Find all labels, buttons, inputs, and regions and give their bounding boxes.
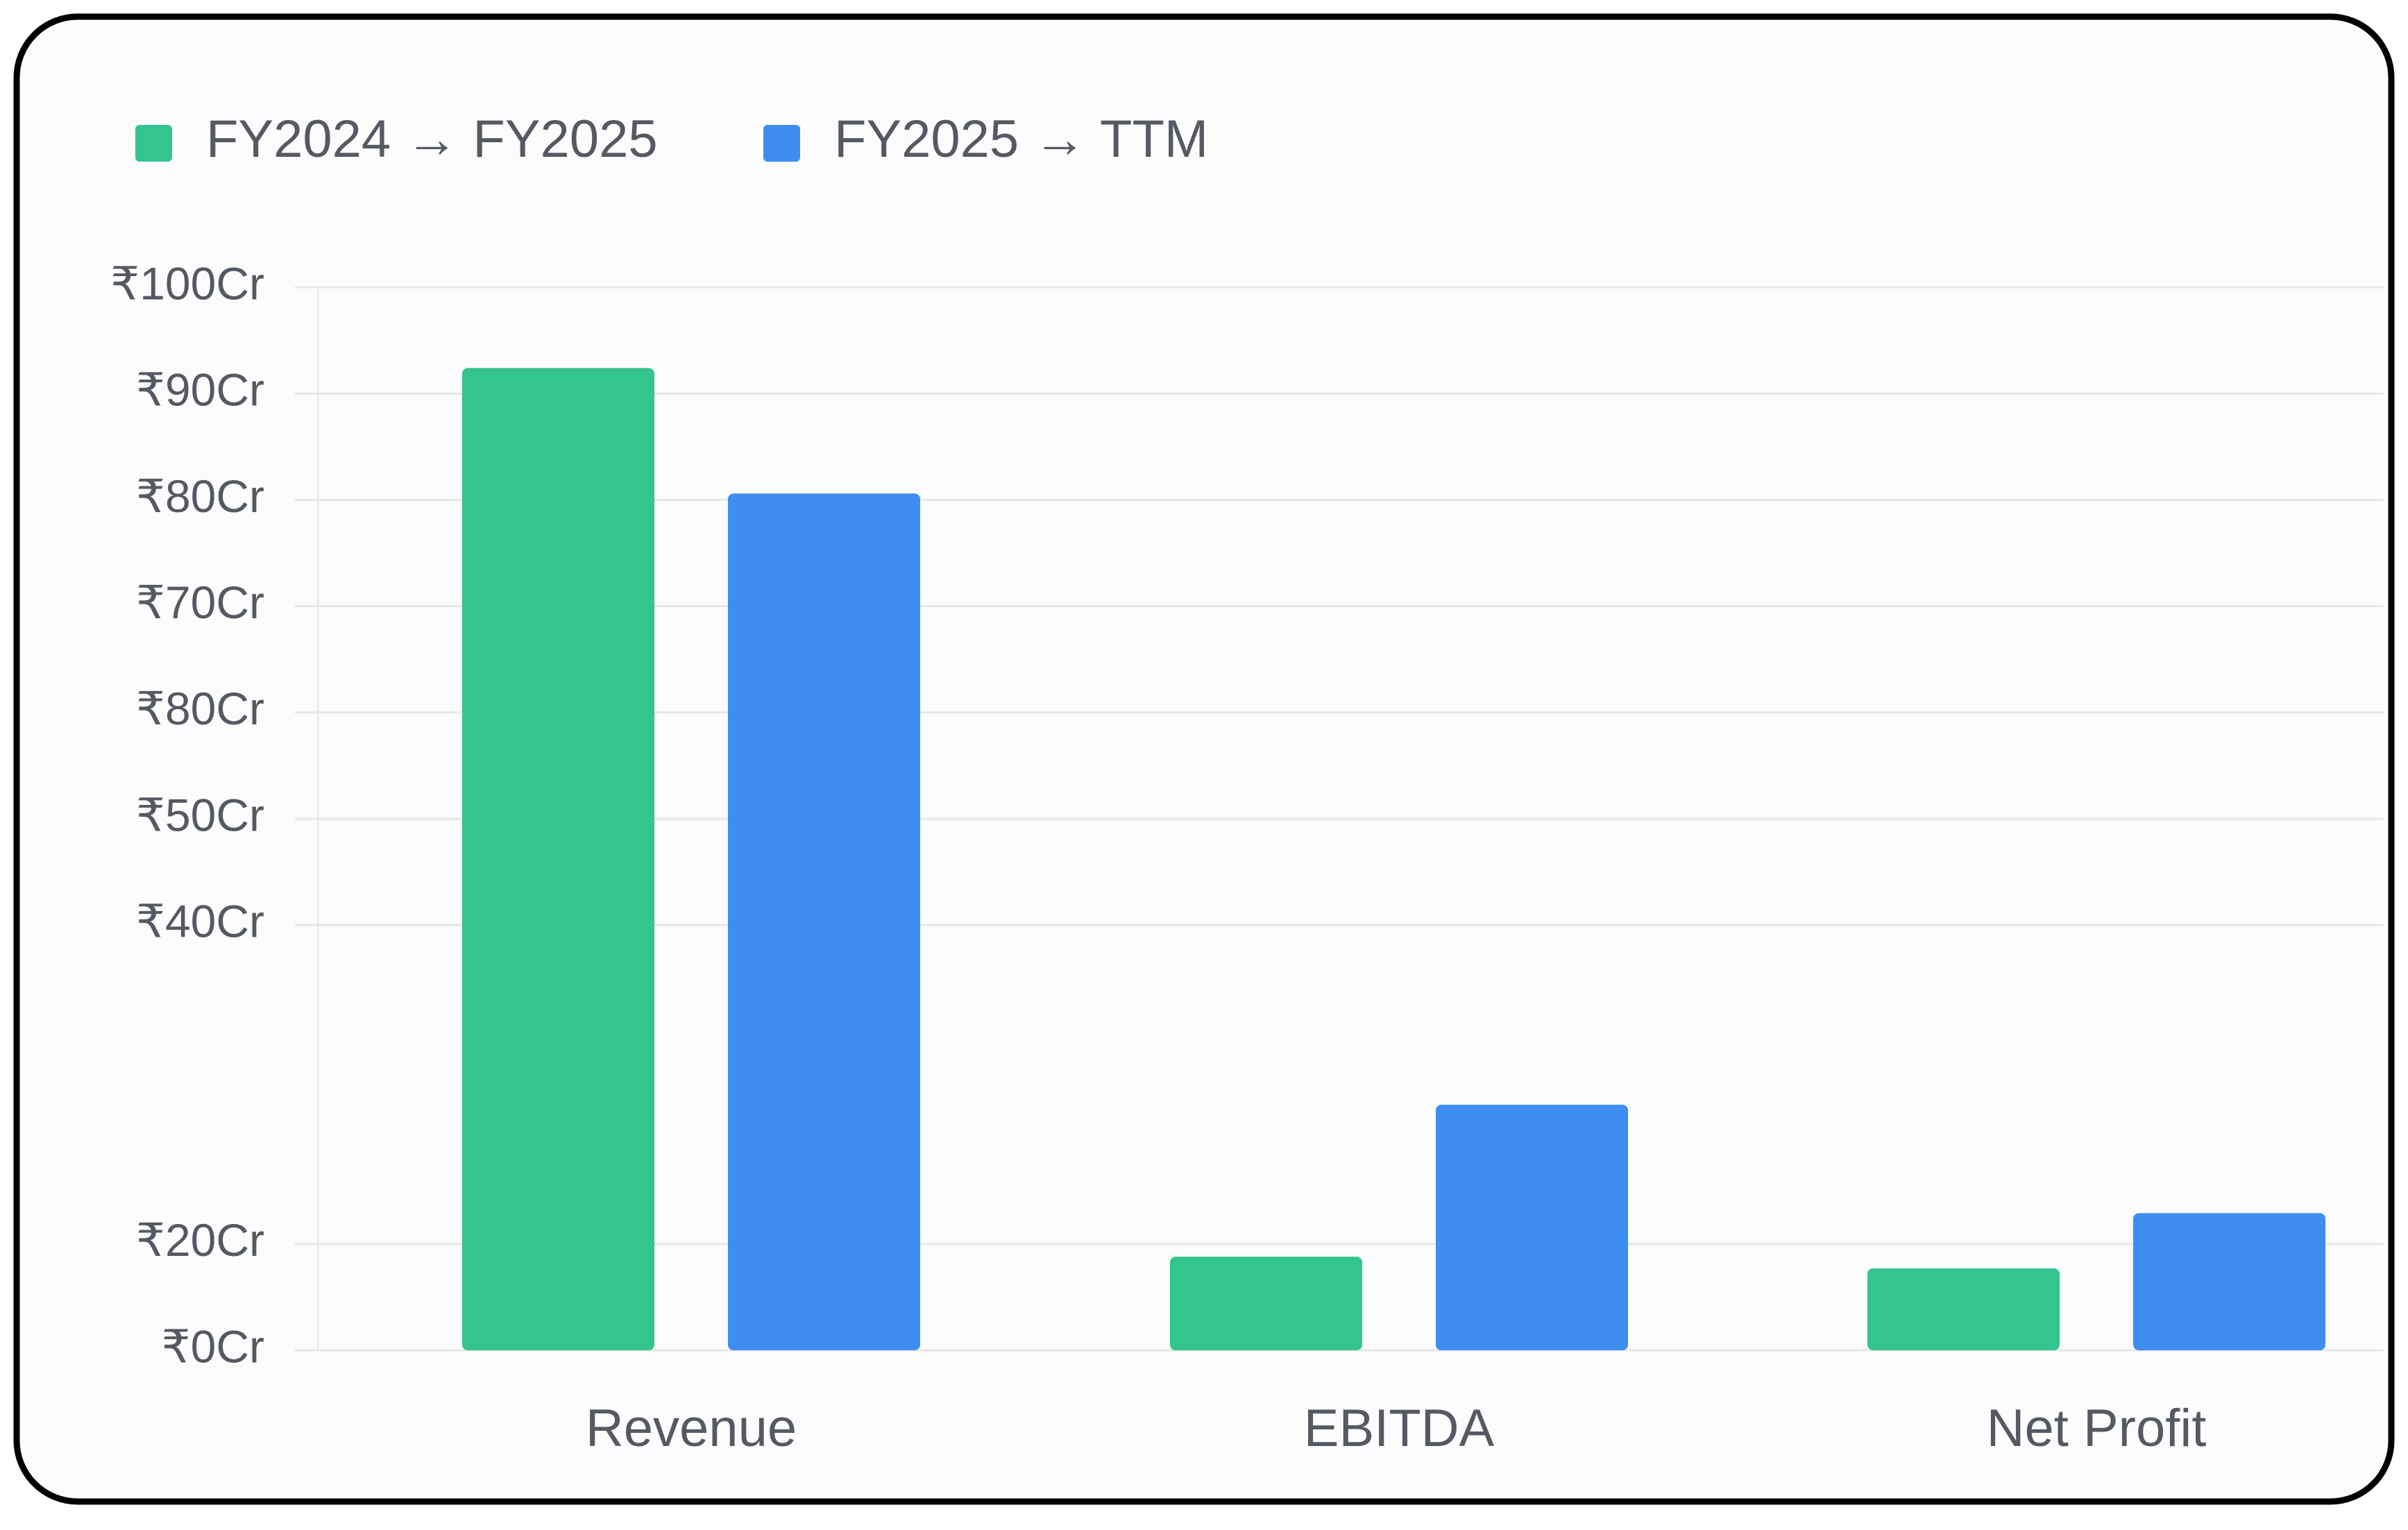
y-tick-label: ₹100Cr bbox=[110, 257, 264, 309]
bar bbox=[1170, 1257, 1362, 1350]
bar bbox=[1436, 1105, 1628, 1350]
legend-label: FY2025 → TTM bbox=[834, 110, 1208, 169]
y-tick-label: ₹0Cr bbox=[162, 1320, 264, 1372]
y-tick-label: ₹20Cr bbox=[136, 1214, 264, 1266]
y-tick-label: ₹70Cr bbox=[136, 577, 264, 628]
y-tick-label: ₹80Cr bbox=[136, 470, 264, 522]
y-tick-label: ₹40Cr bbox=[136, 896, 264, 947]
bar bbox=[728, 493, 920, 1350]
legend-label: FY2024 → FY2025 bbox=[206, 110, 658, 169]
legend-swatch bbox=[135, 125, 172, 162]
x-tick-label: Net Profit bbox=[1987, 1399, 2207, 1458]
x-tick-label: EBITDA bbox=[1304, 1399, 1495, 1458]
bar bbox=[462, 368, 654, 1350]
y-tick-label: ₹90Cr bbox=[136, 364, 264, 416]
bar bbox=[1867, 1268, 2060, 1350]
bar bbox=[2133, 1213, 2325, 1350]
legend-swatch bbox=[763, 125, 800, 162]
y-tick-label: ₹80Cr bbox=[136, 683, 264, 734]
x-tick-label: Revenue bbox=[586, 1399, 797, 1458]
y-tick-label: ₹50Cr bbox=[136, 789, 264, 840]
